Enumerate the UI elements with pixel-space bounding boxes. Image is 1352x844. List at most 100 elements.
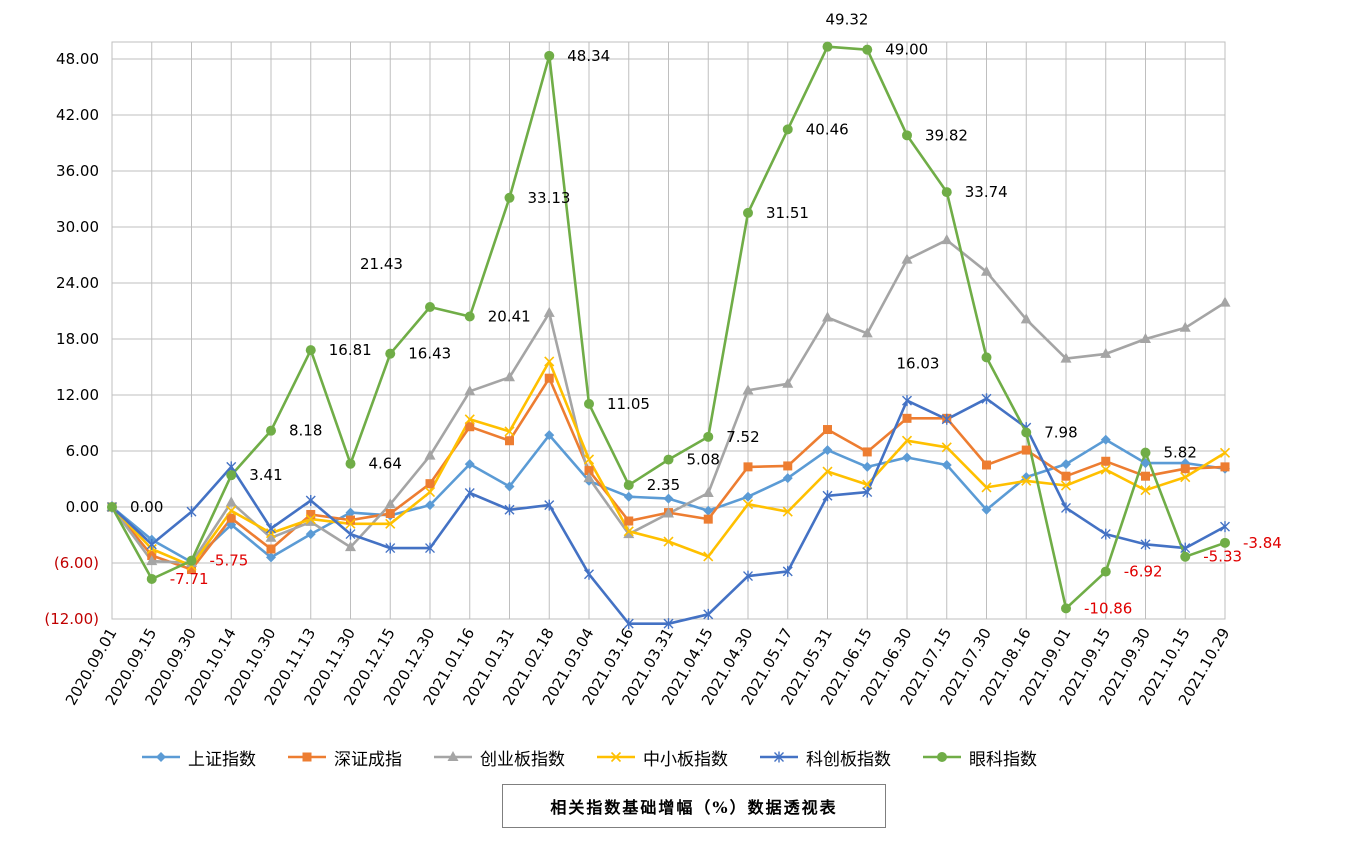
data-labels: 0.00 -7.71-5.75 3.41 8.18 16.81 4.64 16.43 21.4… [130,11,1282,618]
data-point-1 [703,505,714,516]
data-point-5 [782,565,793,577]
data-point-1 [862,461,873,472]
data-point-2 [1101,456,1111,466]
legend-item-1: 上证指数 [140,745,256,770]
data-point-6 [623,480,634,491]
data-point-3 [1179,321,1191,332]
legend-item-3: 创业板指数 [432,745,565,770]
legend-item-6: 眼科指数 [921,745,1037,770]
data-point-6 [1100,566,1111,577]
data-point-3 [265,531,277,542]
y-tick-label: 30.00 [56,218,99,236]
data-point-6 [107,502,117,512]
data-point-2 [505,436,514,446]
data-point-2 [1021,445,1031,455]
data-point-2 [902,413,912,423]
data-point-2 [1141,471,1150,481]
data-point-4 [1219,447,1231,458]
data-point-4 [385,518,396,529]
data-label: 39.82 [925,126,968,144]
data-point-6 [584,398,594,409]
legend-swatch-icon [288,752,326,762]
data-point-5 [345,528,356,540]
data-point-1 [941,460,952,470]
data-point-6 [385,348,396,359]
data-label: 4.64 [369,455,402,473]
data-point-2 [187,565,196,575]
data-label: 31.51 [766,204,809,222]
legend-label: 上证指数 [188,749,256,770]
data-point-6 [504,192,515,203]
data-label: 2.35 [647,476,680,494]
data-point-1 [345,507,356,518]
data-point-1 [464,459,475,470]
data-point-2 [266,544,276,554]
data-label: 7.98 [1044,424,1077,442]
y-tick-label: 6.00 [66,442,99,460]
data-point-2 [823,425,832,435]
legend-swatch-icon [597,751,635,763]
legend-swatch-marker [302,752,312,762]
data-point-5 [385,542,396,554]
data-point-6 [902,130,912,141]
data-point-3 [981,265,992,276]
data-point-5 [1061,502,1071,514]
data-point-3 [504,371,515,382]
data-point-3 [702,487,714,497]
data-label: 40.46 [806,120,849,138]
data-point-3 [822,311,833,322]
data-label: 21.43 [360,255,403,273]
data-point-5 [146,538,157,550]
data-point-1 [544,430,555,441]
data-point-2 [346,515,355,525]
data-label: 49.00 [885,41,928,59]
data-point-3 [424,449,436,460]
data-point-3 [543,306,555,317]
data-point-5 [1220,521,1230,533]
data-point-5 [504,504,515,516]
data-point-3 [1060,352,1072,363]
data-point-1 [743,491,753,502]
data-label: 8.18 [289,422,322,440]
series-markers [106,41,1231,630]
data-point-4 [1100,464,1111,475]
data-label: 0.00 [130,498,163,516]
y-tick-label: 36.00 [56,162,99,180]
data-point-5 [186,506,197,518]
data-point-4 [345,518,356,529]
data-label: 49.32 [826,11,869,29]
data-point-6 [305,345,316,356]
data-label: 33.13 [528,189,571,207]
data-point-2 [385,509,395,519]
data-point-5 [464,487,475,499]
data-point-4 [1060,480,1072,491]
data-point-3 [1020,313,1032,324]
data-point-5 [862,486,873,498]
y-tick-label: (12.00) [44,610,99,628]
data-point-6 [425,301,435,312]
data-point-1 [1140,458,1151,469]
data-point-3 [345,541,356,552]
data-point-4 [901,435,913,446]
data-point-6 [1180,551,1191,562]
data-point-5 [743,570,753,582]
data-point-6 [862,44,873,55]
data-point-4 [782,506,793,517]
data-point-5 [1100,528,1111,540]
legend-swatch-marker [156,752,166,762]
data-point-4 [583,454,595,465]
data-point-5 [544,499,555,511]
data-point-6 [226,470,237,481]
legend-label: 创业板指数 [480,749,565,770]
data-point-1 [981,504,992,515]
data-point-3 [782,377,794,388]
data-point-6 [941,187,952,198]
y-tick-label: 18.00 [56,330,99,348]
legend-item-5: 科创板指数 [758,745,891,770]
data-label: -7.71 [170,570,209,588]
data-point-5 [981,393,992,405]
y-tick-label: 48.00 [56,50,99,68]
data-point-4 [862,479,873,490]
data-point-4 [981,482,992,493]
legend-swatch-icon [923,752,961,762]
